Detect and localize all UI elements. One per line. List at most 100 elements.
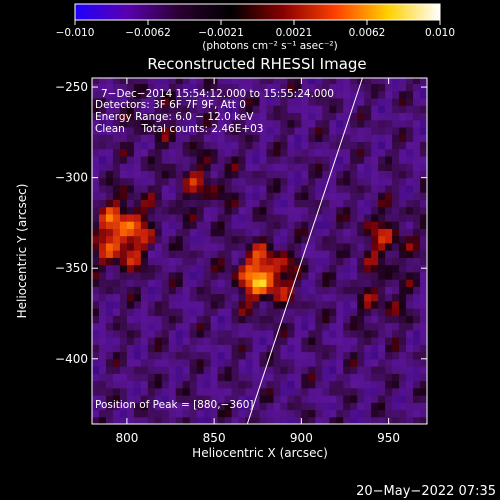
- heatmap-cell: [168, 337, 177, 345]
- heatmap-cell: [294, 315, 302, 324]
- heatmap-cell: [308, 148, 316, 157]
- heatmap-cell: [168, 300, 177, 309]
- heatmap-cell: [105, 308, 114, 316]
- heatmap-cell: [294, 358, 302, 367]
- heatmap-cell: [371, 351, 379, 360]
- heatmap-cell: [175, 402, 184, 411]
- heatmap-cell: [301, 264, 309, 273]
- heatmap-cell: [175, 242, 184, 251]
- heatmap-cell: [252, 184, 261, 193]
- heatmap-cell: [406, 184, 414, 193]
- heatmap-cell: [196, 373, 205, 382]
- heatmap-cell: [182, 221, 191, 229]
- heatmap-cell: [175, 192, 184, 200]
- heatmap-cell: [280, 300, 289, 309]
- heatmap-cell: [357, 163, 365, 171]
- heatmap-cell: [385, 177, 393, 186]
- heatmap-cell: [392, 337, 400, 345]
- heatmap-cell: [364, 250, 372, 258]
- heatmap-cell: [357, 293, 365, 302]
- heatmap-cell: [196, 322, 205, 331]
- heatmap-cell: [238, 134, 247, 143]
- heatmap-cell: [231, 395, 240, 403]
- heatmap-cell: [329, 134, 337, 143]
- heatmap-cell: [336, 184, 344, 193]
- heatmap-cell: [329, 300, 337, 309]
- heatmap-cell: [385, 264, 393, 273]
- heatmap-cell: [259, 119, 268, 128]
- heatmap-cell: [105, 83, 114, 92]
- heatmap-cell: [357, 322, 365, 331]
- heatmap-cell: [350, 155, 358, 164]
- heatmap-cell: [399, 329, 407, 338]
- heatmap-cell: [154, 286, 163, 295]
- heatmap-cell: [112, 97, 121, 106]
- heatmap-cell: [413, 279, 421, 287]
- heatmap-cell: [399, 112, 407, 121]
- heatmap-cell: [420, 184, 427, 193]
- heatmap-cell: [196, 308, 205, 316]
- heatmap-cell: [189, 329, 198, 338]
- heatmap-cell: [203, 416, 212, 424]
- heatmap-cell: [315, 155, 323, 164]
- heatmap-cell: [378, 163, 386, 171]
- heatmap-cell: [196, 235, 205, 244]
- heatmap-cell: [294, 373, 302, 382]
- heatmap-cell: [245, 293, 254, 302]
- heatmap-cell: [182, 308, 191, 316]
- x-tick-label: 900: [290, 431, 313, 445]
- heatmap-cell: [210, 228, 219, 237]
- heatmap-cell: [322, 177, 330, 186]
- heatmap-cell: [224, 221, 233, 229]
- heatmap-cell: [322, 308, 330, 316]
- heatmap-cell: [98, 119, 107, 128]
- heatmap-cell: [105, 387, 114, 396]
- heatmap-cell: [343, 97, 351, 106]
- heatmap-cell: [266, 192, 275, 200]
- heatmap-cell: [399, 126, 407, 135]
- heatmap-cell: [224, 155, 233, 164]
- heatmap-cell: [392, 387, 400, 396]
- heatmap-cell: [371, 213, 379, 222]
- heatmap-cell: [231, 380, 240, 389]
- heatmap-cell: [301, 380, 309, 389]
- heatmap-cell: [385, 358, 393, 367]
- heatmap-cell: [92, 163, 100, 171]
- heatmap-cell: [133, 228, 142, 237]
- heatmap-cell: [140, 344, 149, 353]
- heatmap-cell: [119, 250, 128, 258]
- heatmap-cell: [266, 271, 275, 280]
- heatmap-cell: [294, 221, 302, 229]
- heatmap-cell: [329, 279, 337, 287]
- heatmap-cell: [210, 155, 219, 164]
- heatmap-cell: [217, 380, 226, 389]
- heatmap-cell: [182, 83, 191, 92]
- heatmap-cell: [420, 97, 427, 106]
- heatmap-cell: [322, 206, 330, 215]
- heatmap-cell: [92, 170, 100, 179]
- heatmap-cell: [196, 402, 205, 411]
- heatmap-cell: [364, 206, 372, 215]
- timestamp: 20−May−2022 07:35: [356, 484, 496, 499]
- heatmap-cell: [336, 329, 344, 338]
- heatmap-cell: [329, 221, 337, 229]
- heatmap-cell: [217, 134, 226, 143]
- heatmap-cell: [224, 90, 233, 99]
- heatmap-cell: [231, 184, 240, 193]
- heatmap-cell: [329, 177, 337, 186]
- heatmap-cell: [336, 83, 344, 92]
- heatmap-cell: [280, 337, 289, 345]
- heatmap-cell: [154, 90, 163, 99]
- heatmap-cell: [161, 206, 170, 215]
- heatmap-cell: [308, 199, 316, 208]
- heatmap-cell: [308, 155, 316, 164]
- heatmap-cell: [322, 155, 330, 164]
- heatmap-cell: [161, 148, 170, 157]
- heatmap-cell: [371, 163, 379, 171]
- heatmap-cell: [126, 329, 135, 338]
- heatmap-cell: [301, 184, 309, 193]
- heatmap-cell: [350, 366, 358, 374]
- heatmap-cell: [203, 337, 212, 345]
- heatmap-cell: [371, 112, 379, 121]
- heatmap-cell: [168, 228, 177, 237]
